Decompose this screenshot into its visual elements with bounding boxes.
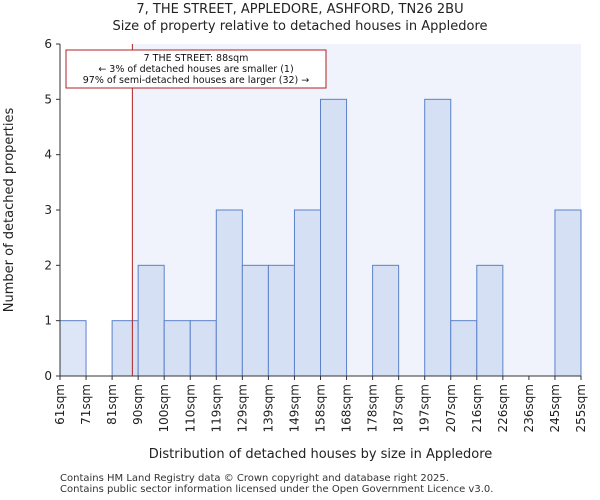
x-tick-label: 71sqm: [79, 384, 93, 425]
y-axis-label: Number of detached properties: [2, 108, 17, 313]
chart-subtitle: Size of property relative to detached ho…: [112, 19, 488, 34]
bar-245sqm: [554, 209, 582, 377]
y-tick-label: 2: [44, 258, 52, 272]
x-tick-label: 81sqm: [105, 384, 119, 425]
bar-129sqm: [241, 264, 269, 377]
y-tick-label: 6: [44, 37, 52, 51]
bar-216sqm: [476, 264, 504, 377]
annotation-frame: [65, 49, 327, 89]
footer-licence: Contains public sector information licen…: [60, 484, 494, 495]
x-tick-label: 207sqm: [444, 384, 458, 432]
bar-158sqm: [320, 98, 348, 377]
bar-110sqm: [189, 320, 217, 377]
x-tick-label: 255sqm: [574, 384, 588, 432]
bar-81sqm: [111, 320, 139, 377]
y-tick-label: 1: [44, 314, 52, 328]
x-tick-label: 90sqm: [131, 384, 145, 425]
bar-178sqm: [372, 264, 400, 377]
footer-copyright: Contains HM Land Registry data © Crown c…: [60, 473, 449, 484]
y-tick-label: 5: [44, 92, 52, 106]
x-tick-label: 158sqm: [314, 384, 328, 432]
x-tick-label: 226sqm: [496, 384, 510, 432]
x-tick-label: 216sqm: [470, 384, 484, 432]
x-tick-label: 236sqm: [522, 384, 536, 432]
x-tick-label: 178sqm: [366, 384, 380, 432]
x-tick-label: 61sqm: [53, 384, 67, 425]
bar-61sqm: [59, 320, 87, 377]
y-tick-label: 4: [44, 148, 52, 162]
x-tick-label: 168sqm: [340, 384, 354, 432]
y-tick-label: 0: [44, 369, 52, 383]
x-axis-label: Distribution of detached houses by size …: [149, 447, 493, 462]
x-tick-label: 149sqm: [287, 384, 301, 432]
bar-197sqm: [424, 98, 452, 377]
bar-119sqm: [215, 209, 243, 377]
x-tick-label: 139sqm: [261, 384, 275, 432]
bar-100sqm: [163, 320, 191, 377]
bar-149sqm: [293, 209, 322, 377]
chart-title: 7, THE STREET, APPLEDORE, ASHFORD, TN26 …: [136, 2, 464, 17]
annotation-line-2: ← 3% of detached houses are smaller (1): [98, 64, 293, 75]
x-tick-label: 110sqm: [183, 384, 197, 432]
annotation-line-1: 7 THE STREET: 88sqm: [144, 53, 249, 64]
x-tick-label: 119sqm: [209, 384, 223, 432]
annotation-line-3: 97% of semi-detached houses are larger (…: [83, 75, 310, 86]
x-tick-label: 197sqm: [418, 384, 432, 432]
x-tick-label: 245sqm: [548, 384, 562, 432]
annotation-box: 7 THE STREET: 88sqm ← 3% of detached hou…: [65, 49, 327, 89]
y-tick-label: 3: [44, 203, 52, 217]
x-tick-label: 187sqm: [392, 384, 406, 432]
bar-139sqm: [267, 264, 295, 377]
bar-207sqm: [450, 320, 478, 377]
x-tick-label: 100sqm: [157, 384, 171, 432]
x-tick-label: 129sqm: [235, 384, 249, 432]
bar-90sqm: [137, 264, 165, 377]
